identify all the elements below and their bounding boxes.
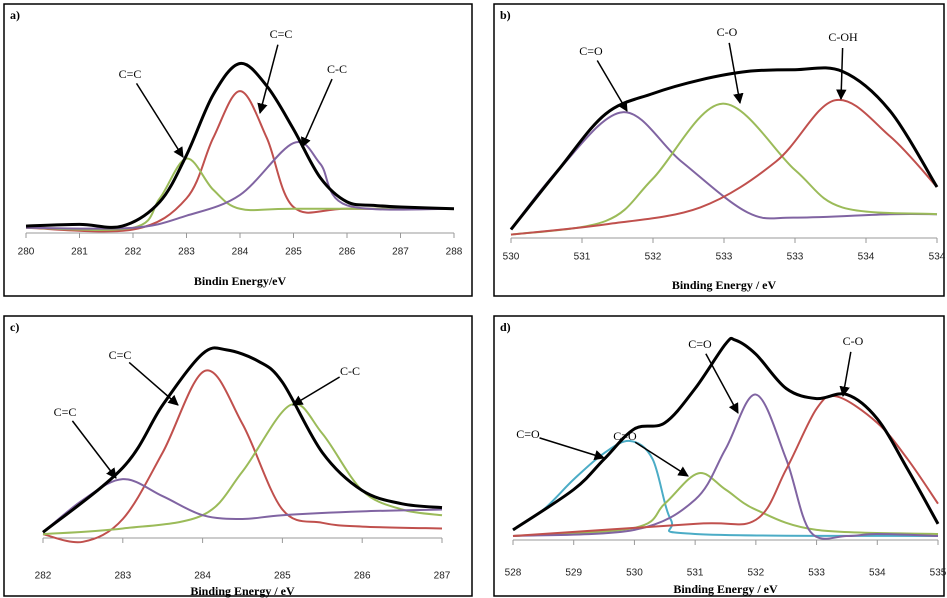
x-tick-label: 529 bbox=[565, 568, 582, 579]
annotation: C=C bbox=[109, 348, 132, 362]
x-tick-label: 286 bbox=[354, 571, 371, 582]
x-tick-label: 532 bbox=[748, 568, 765, 579]
panel-label: b) bbox=[500, 8, 511, 22]
curve bbox=[42, 346, 443, 534]
annotation: C-C bbox=[327, 62, 347, 76]
x-tick-label: 534 bbox=[858, 252, 875, 263]
x-tick-label: 281 bbox=[71, 247, 88, 258]
curve bbox=[25, 61, 455, 229]
curve bbox=[512, 336, 940, 532]
annotation-arrow bbox=[836, 47, 847, 101]
x-tick-label: 533 bbox=[808, 568, 825, 579]
x-tick-label: 285 bbox=[285, 247, 302, 258]
curve bbox=[42, 402, 443, 536]
annotation: C-OH bbox=[828, 30, 858, 44]
x-tick-label: 287 bbox=[434, 571, 451, 582]
x-tick-label: 533 bbox=[716, 252, 733, 263]
panel-frame bbox=[3, 315, 473, 597]
annotation-arrow bbox=[634, 441, 689, 477]
panel-frame bbox=[493, 3, 945, 297]
x-axis-label: Binding Energy / eV bbox=[190, 584, 295, 598]
curve bbox=[25, 141, 455, 230]
annotation: C=C bbox=[119, 67, 142, 81]
annotation-arrow bbox=[128, 361, 179, 406]
annotation: C=C bbox=[54, 405, 77, 419]
curve bbox=[42, 369, 443, 544]
panel-label: d) bbox=[500, 320, 511, 334]
annotation-arrow bbox=[257, 44, 279, 115]
annotation-arrow bbox=[839, 351, 852, 398]
curve bbox=[512, 472, 939, 537]
curve bbox=[509, 66, 939, 231]
annotation: C-C bbox=[340, 364, 360, 378]
annotation: C=O bbox=[516, 427, 540, 441]
curve bbox=[512, 394, 939, 537]
annotation: C-O bbox=[843, 334, 864, 348]
x-axis-label: Bindin Energy/eV bbox=[194, 274, 287, 288]
x-tick-label: 285 bbox=[274, 571, 291, 582]
annotation-arrow bbox=[728, 42, 744, 105]
x-tick-label: 532 bbox=[645, 252, 662, 263]
annotation-arrow bbox=[292, 376, 341, 406]
annotation: C=C bbox=[270, 27, 293, 41]
annotation-arrow bbox=[135, 82, 184, 158]
panel-label: a) bbox=[10, 8, 20, 22]
x-tick-label: 531 bbox=[687, 568, 704, 579]
x-tick-label: 284 bbox=[232, 247, 249, 258]
annotation: C=O bbox=[579, 44, 603, 58]
x-tick-label: 287 bbox=[392, 247, 409, 258]
annotation-arrow bbox=[539, 437, 606, 461]
curve bbox=[510, 102, 938, 236]
annotation: C=O bbox=[688, 337, 712, 351]
annotation: C-O bbox=[717, 25, 738, 39]
x-tick-label: 282 bbox=[35, 571, 52, 582]
panel-frame bbox=[493, 315, 945, 597]
panel-label: c) bbox=[10, 320, 19, 334]
x-tick-label: 288 bbox=[446, 247, 463, 258]
x-tick-label: 530 bbox=[503, 252, 520, 263]
x-axis-label: Binding Energy / eV bbox=[672, 278, 777, 292]
x-tick-label: 286 bbox=[339, 247, 356, 258]
annotation-arrow bbox=[596, 60, 628, 112]
x-tick-label: 535 bbox=[930, 568, 947, 579]
x-axis-label: Binding Energy / eV bbox=[673, 582, 778, 596]
annotation-arrow bbox=[705, 353, 739, 414]
x-tick-label: 283 bbox=[178, 247, 195, 258]
x-tick-label: 534 bbox=[869, 568, 886, 579]
x-tick-label: 280 bbox=[18, 247, 35, 258]
x-tick-label: 530 bbox=[626, 568, 643, 579]
x-tick-label: 528 bbox=[505, 568, 522, 579]
x-tick-label: 282 bbox=[125, 247, 142, 258]
panel-frame bbox=[3, 3, 473, 297]
curve bbox=[510, 98, 938, 236]
annotation: C=O bbox=[613, 429, 637, 443]
annotation-arrow bbox=[301, 78, 333, 148]
x-tick-label: 531 bbox=[574, 252, 591, 263]
x-tick-label: 533 bbox=[787, 252, 804, 263]
x-tick-label: 534 bbox=[929, 252, 946, 263]
x-tick-label: 284 bbox=[194, 571, 211, 582]
annotation-arrow bbox=[71, 420, 117, 479]
x-tick-label: 283 bbox=[114, 571, 131, 582]
